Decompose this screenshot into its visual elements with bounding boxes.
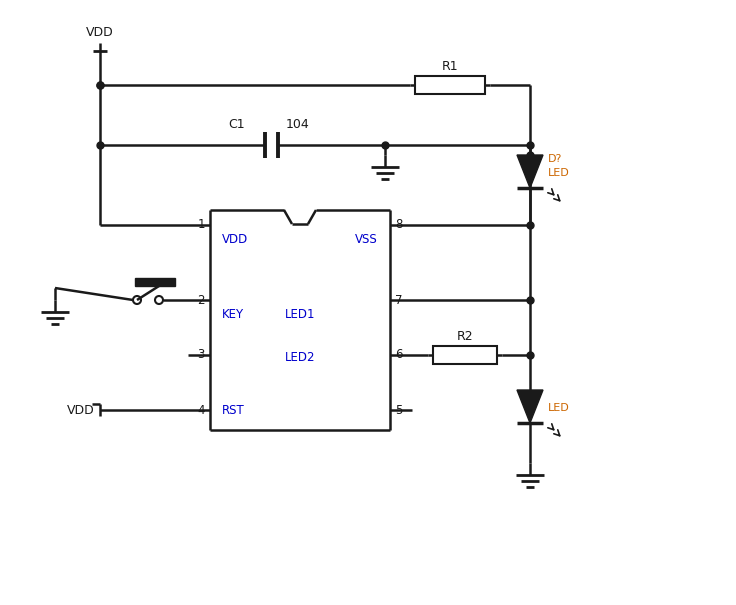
Text: D?: D? xyxy=(548,154,562,164)
Text: VDD: VDD xyxy=(67,404,95,416)
Text: LED: LED xyxy=(548,403,570,413)
Text: R1: R1 xyxy=(442,60,459,73)
Text: VSS: VSS xyxy=(355,233,378,246)
Text: LED: LED xyxy=(548,168,570,178)
Text: 8: 8 xyxy=(395,218,403,232)
Text: 3: 3 xyxy=(198,348,205,362)
Text: 6: 6 xyxy=(395,348,403,362)
Text: 1: 1 xyxy=(197,218,205,232)
Text: 5: 5 xyxy=(395,404,403,416)
Bar xyxy=(135,278,175,286)
Text: RST: RST xyxy=(222,404,245,417)
Text: VDD: VDD xyxy=(222,233,248,246)
Text: 7: 7 xyxy=(395,293,403,307)
Bar xyxy=(433,346,497,364)
Text: R2: R2 xyxy=(456,330,473,343)
Text: KEY: KEY xyxy=(222,308,244,321)
Text: 4: 4 xyxy=(197,404,205,416)
Text: LED1: LED1 xyxy=(285,308,315,321)
Text: 104: 104 xyxy=(286,118,310,131)
Polygon shape xyxy=(517,155,543,188)
Text: C1: C1 xyxy=(228,118,245,131)
Text: VDD: VDD xyxy=(86,26,114,39)
Bar xyxy=(415,76,485,94)
Text: LED2: LED2 xyxy=(285,351,315,364)
Polygon shape xyxy=(517,390,543,423)
Text: 2: 2 xyxy=(197,293,205,307)
